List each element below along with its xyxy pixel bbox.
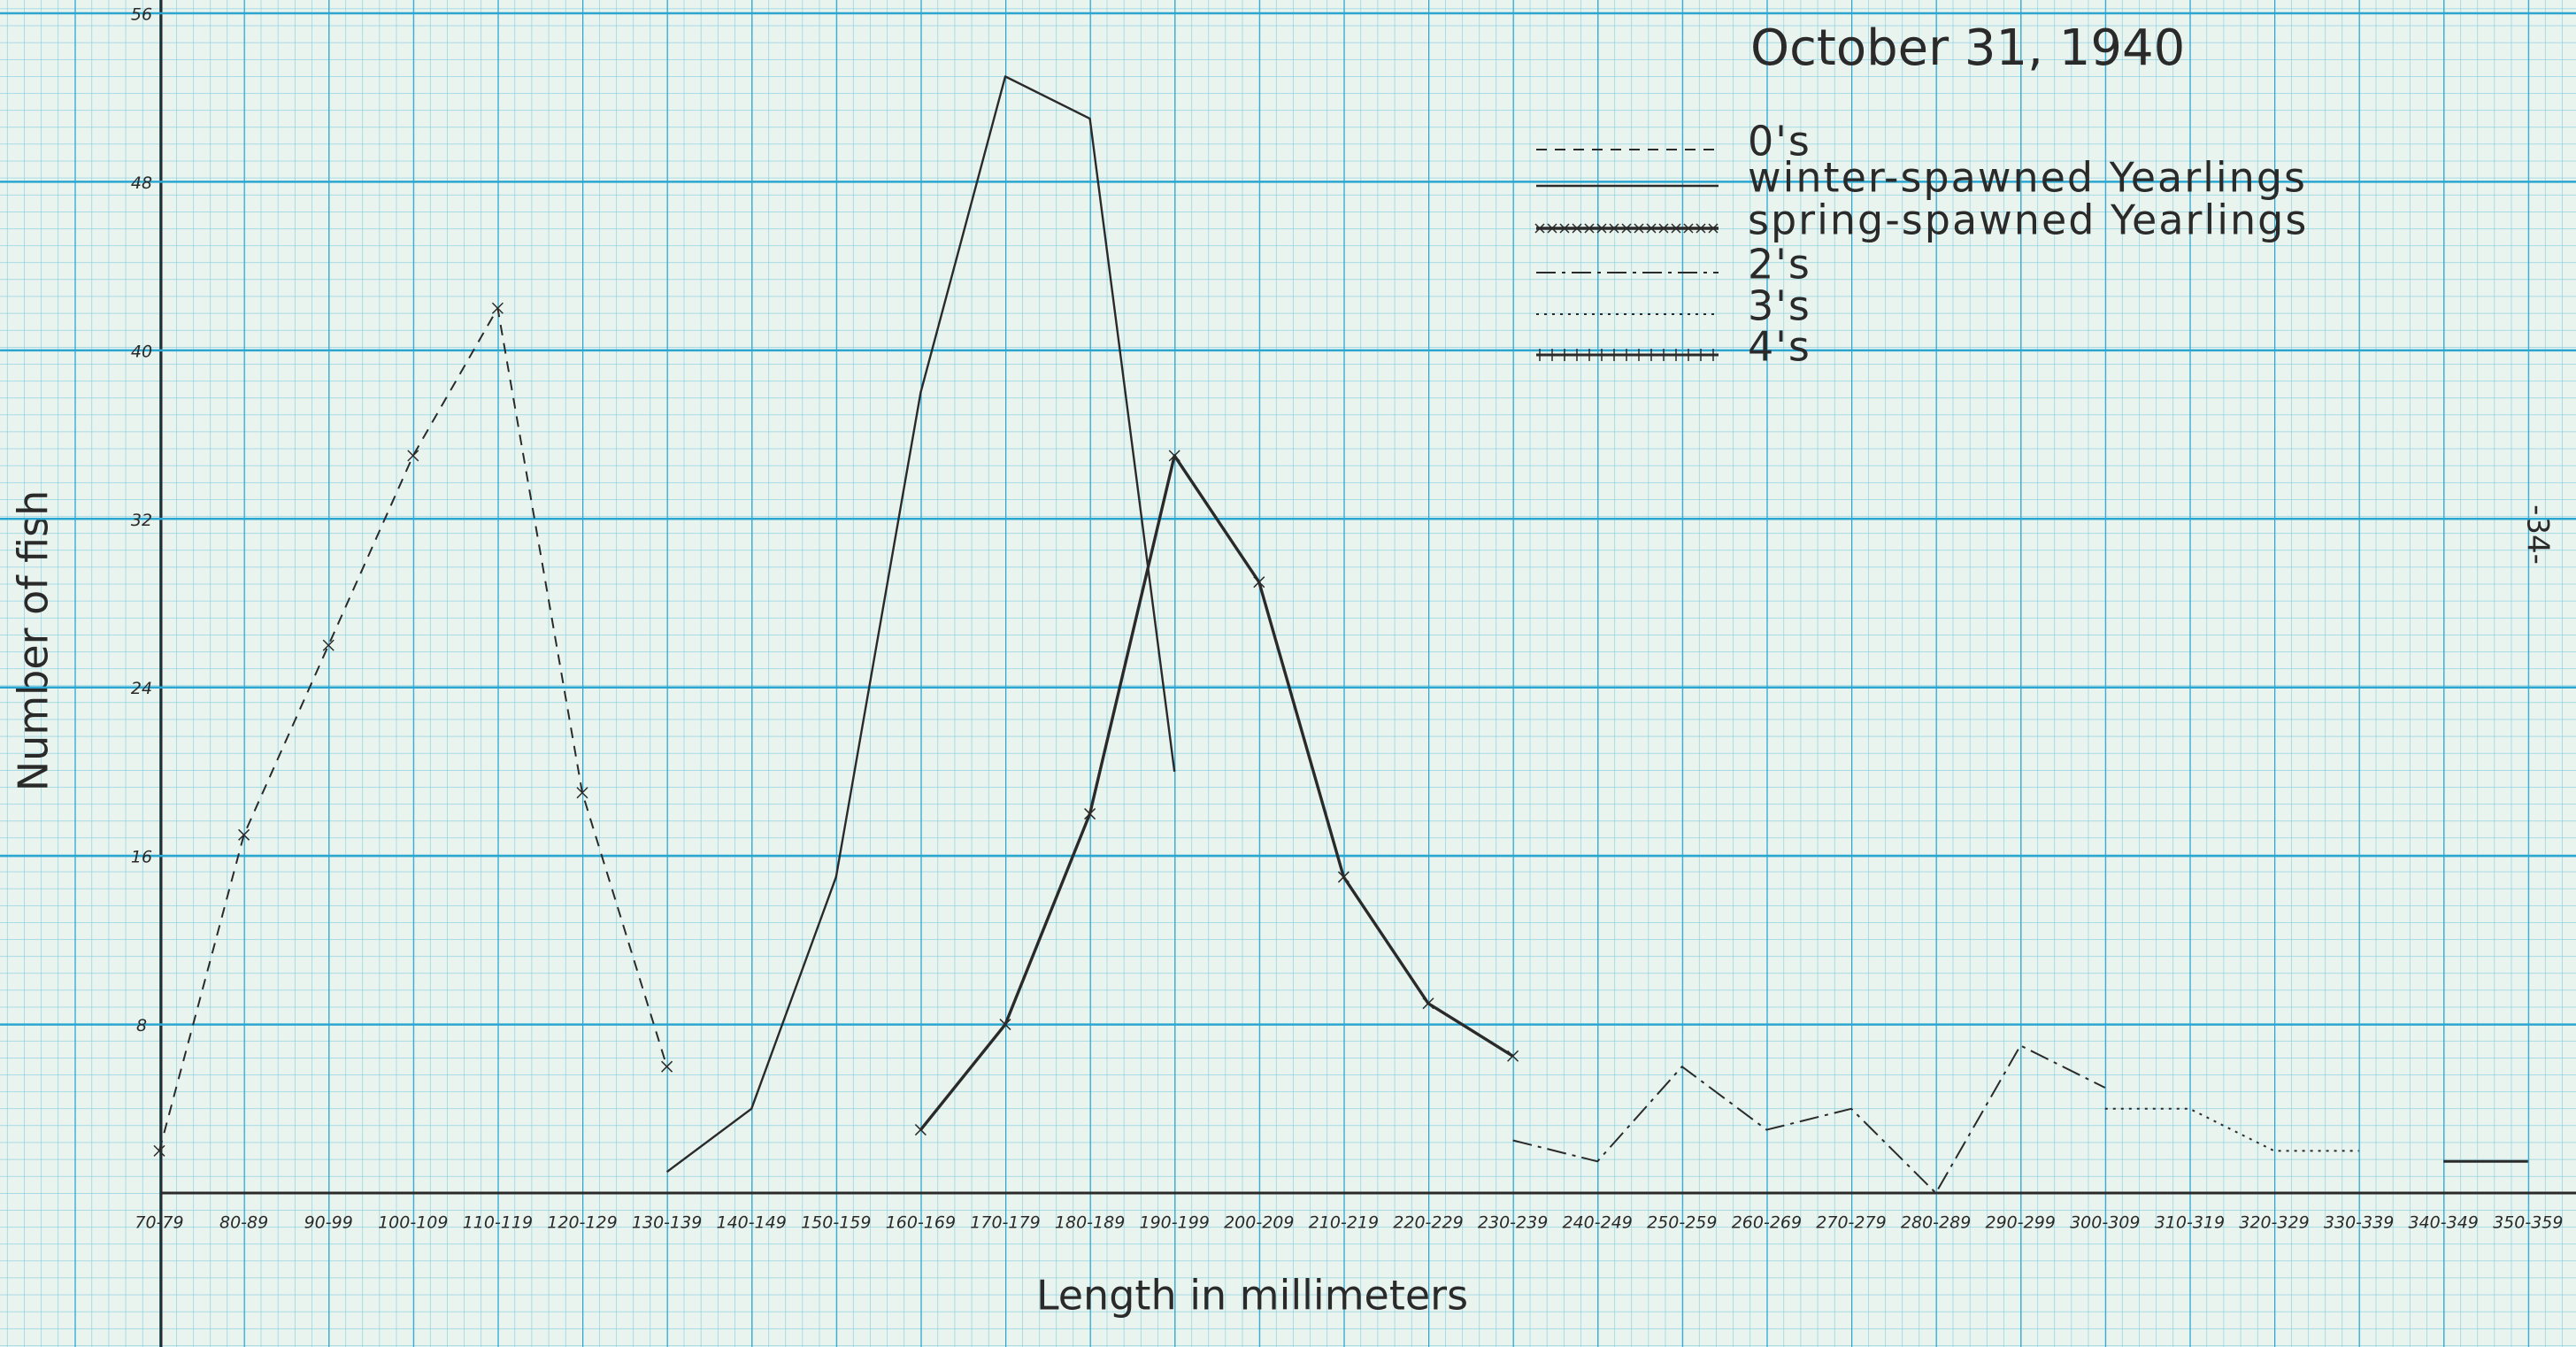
x-tick-label: 150-159 (801, 1213, 871, 1233)
y-tick-label: 16 (131, 848, 152, 867)
x-tick-label: 160-169 (886, 1213, 956, 1233)
chart-title: October 31, 1940 (1750, 19, 2185, 77)
x-tick-label: 100-109 (378, 1213, 448, 1233)
x-tick-label: 220-229 (1393, 1213, 1463, 1233)
y-tick-label: 32 (131, 511, 152, 530)
x-tick-label: 330-339 (2324, 1213, 2394, 1233)
x-tick-label: 320-329 (2239, 1213, 2309, 1233)
x-tick-label: 270-279 (1816, 1213, 1886, 1233)
legend-label: 2's (1748, 241, 1811, 289)
chart: October 31, 1940 Length in millimeters N… (0, 0, 2576, 1347)
page: {"chart_data": { "type": "line", "title"… (0, 0, 2576, 1347)
x-axis-label: Length in millimeters (1036, 1272, 1468, 1320)
y-axis-label: Number of fish (10, 490, 58, 791)
x-tick-label: 80-89 (219, 1213, 268, 1233)
y-tick-label: 24 (131, 679, 152, 698)
x-tick-label: 350-359 (2493, 1213, 2563, 1233)
y-tick-label: 8 (136, 1016, 147, 1035)
y-tick-label: 40 (131, 342, 152, 361)
x-tick-label: 200-209 (1224, 1213, 1294, 1233)
x-tick-label: 290-299 (1986, 1213, 2056, 1233)
x-tick-label: 240-249 (1563, 1213, 1633, 1233)
x-tick-label: 120-129 (547, 1213, 617, 1233)
x-tick-label: 280-289 (1901, 1213, 1971, 1233)
y-tick-label: 48 (131, 173, 152, 193)
legend-label: 4's (1748, 323, 1811, 371)
x-tick-label: 230-239 (1478, 1213, 1548, 1233)
x-tick-label: 250-259 (1647, 1213, 1717, 1233)
legend-label: spring-spawned Yearlings (1748, 196, 2308, 244)
x-tick-label: 310-319 (2155, 1213, 2225, 1233)
legend-label: winter-spawned Yearlings (1748, 154, 2307, 202)
x-tick-label: 90-99 (304, 1213, 353, 1233)
x-tick-label: 190-199 (1140, 1213, 1210, 1233)
x-tick-label: 170-179 (970, 1213, 1040, 1233)
x-tick-label: 70-79 (135, 1213, 183, 1233)
x-tick-label: 300-309 (2070, 1213, 2140, 1233)
x-tick-label: 340-349 (2409, 1213, 2479, 1233)
x-tick-label: 140-149 (717, 1213, 787, 1233)
page-number: -34- (2520, 504, 2556, 565)
x-tick-label: 110-119 (463, 1213, 533, 1233)
x-tick-label: 210-219 (1309, 1213, 1379, 1233)
y-tick-label: 56 (131, 5, 152, 25)
x-tick-label: 130-139 (632, 1213, 702, 1233)
x-tick-label: 260-269 (1732, 1213, 1802, 1233)
x-tick-label: 180-189 (1055, 1213, 1125, 1233)
